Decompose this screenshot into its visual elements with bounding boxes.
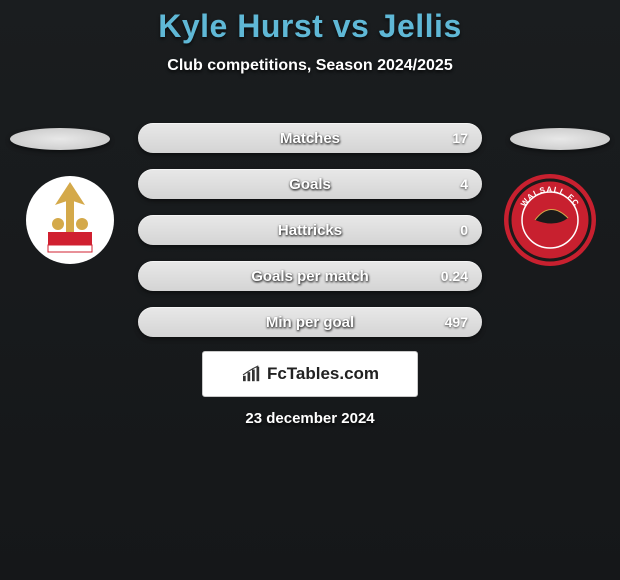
stat-label: Hattricks xyxy=(278,222,342,239)
page-title: Kyle Hurst vs Jellis xyxy=(0,0,620,45)
stat-right-value: 497 xyxy=(445,314,468,330)
brand-box[interactable]: FcTables.com xyxy=(202,351,418,397)
stat-right-value: 17 xyxy=(452,130,468,146)
stat-right-value: 4 xyxy=(460,176,468,192)
club-logo-right: WALSALL FC xyxy=(500,170,600,270)
stat-right-value: 0 xyxy=(460,222,468,238)
bar-chart-icon xyxy=(241,365,263,383)
stat-row-goals: Goals 4 xyxy=(138,169,482,199)
ellipse-left-decor xyxy=(10,128,110,150)
page-subtitle: Club competitions, Season 2024/2025 xyxy=(0,57,620,75)
walsall-badge-icon: WALSALL FC xyxy=(500,170,600,270)
stat-row-goals-per-match: Goals per match 0.24 xyxy=(138,261,482,291)
club-logo-left xyxy=(20,170,120,270)
stat-row-hattricks: Hattricks 0 xyxy=(138,215,482,245)
stat-label: Goals xyxy=(289,176,331,193)
stat-right-value: 0.24 xyxy=(441,268,468,284)
stat-label: Min per goal xyxy=(266,314,354,331)
stat-row-matches: Matches 17 xyxy=(138,123,482,153)
doncaster-badge-icon xyxy=(20,170,120,270)
stat-label: Goals per match xyxy=(251,268,369,285)
brand-label: FcTables.com xyxy=(267,364,379,384)
ellipse-right-decor xyxy=(510,128,610,150)
date-label: 23 december 2024 xyxy=(245,410,374,427)
stat-label: Matches xyxy=(280,130,340,147)
stats-container: Matches 17 Goals 4 Hattricks 0 Goals per… xyxy=(138,123,482,353)
stat-row-min-per-goal: Min per goal 497 xyxy=(138,307,482,337)
